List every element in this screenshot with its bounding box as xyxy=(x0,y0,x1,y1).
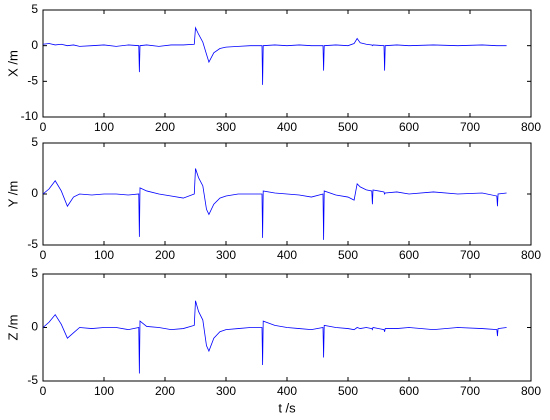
x-tick-label: 800 xyxy=(521,384,541,398)
y-tick-label: -5 xyxy=(27,237,38,251)
data-line xyxy=(42,168,507,240)
x-tick-label: 400 xyxy=(277,384,297,398)
x-tick-label: 300 xyxy=(216,248,236,262)
y-tick-label: -5 xyxy=(27,74,38,88)
x-tick-label: 500 xyxy=(338,248,358,262)
x-tick-label: 100 xyxy=(94,248,114,262)
y-axis-label: Z /m xyxy=(5,315,20,341)
axes-frame xyxy=(42,9,532,118)
y-tick-label: -5 xyxy=(27,373,38,387)
x-tick-label: 600 xyxy=(399,248,419,262)
x-tick-label: 400 xyxy=(277,120,297,134)
x-tick-label: 300 xyxy=(216,120,236,134)
x-axis-label: t /s xyxy=(278,400,296,415)
y-tick-label: 0 xyxy=(31,38,38,52)
x-tick-label: 600 xyxy=(399,384,419,398)
x-tick-label: 800 xyxy=(521,120,541,134)
x-tick-label: 200 xyxy=(155,248,175,262)
data-line xyxy=(42,300,507,374)
y-axis-label: Y /m xyxy=(5,181,20,208)
x-tick-label: 200 xyxy=(155,120,175,134)
x-tick-label: 500 xyxy=(338,384,358,398)
data-line xyxy=(42,26,507,85)
x-tick-label: 200 xyxy=(155,384,175,398)
x-tick-label: 600 xyxy=(399,120,419,134)
x-tick-label: 0 xyxy=(40,384,47,398)
x-tick-label: 0 xyxy=(40,248,47,262)
y-tick-label: 5 xyxy=(31,2,38,16)
x-tick-label: 300 xyxy=(216,384,236,398)
y-tick-label: 0 xyxy=(31,320,38,334)
x-tick-label: 0 xyxy=(40,120,47,134)
y-tick-label: -10 xyxy=(21,109,39,123)
x-tick-label: 800 xyxy=(521,248,541,262)
y-tick-label: 5 xyxy=(31,135,38,149)
y-tick-label: 5 xyxy=(31,266,38,280)
x-tick-label: 100 xyxy=(94,384,114,398)
y-axis-label: X /m xyxy=(5,50,20,77)
x-tick-label: 400 xyxy=(277,248,297,262)
x-tick-label: 700 xyxy=(460,384,480,398)
x-tick-label: 500 xyxy=(338,120,358,134)
y-tick-label: 0 xyxy=(31,186,38,200)
x-tick-label: 100 xyxy=(94,120,114,134)
x-tick-label: 700 xyxy=(460,248,480,262)
x-tick-label: 700 xyxy=(460,120,480,134)
